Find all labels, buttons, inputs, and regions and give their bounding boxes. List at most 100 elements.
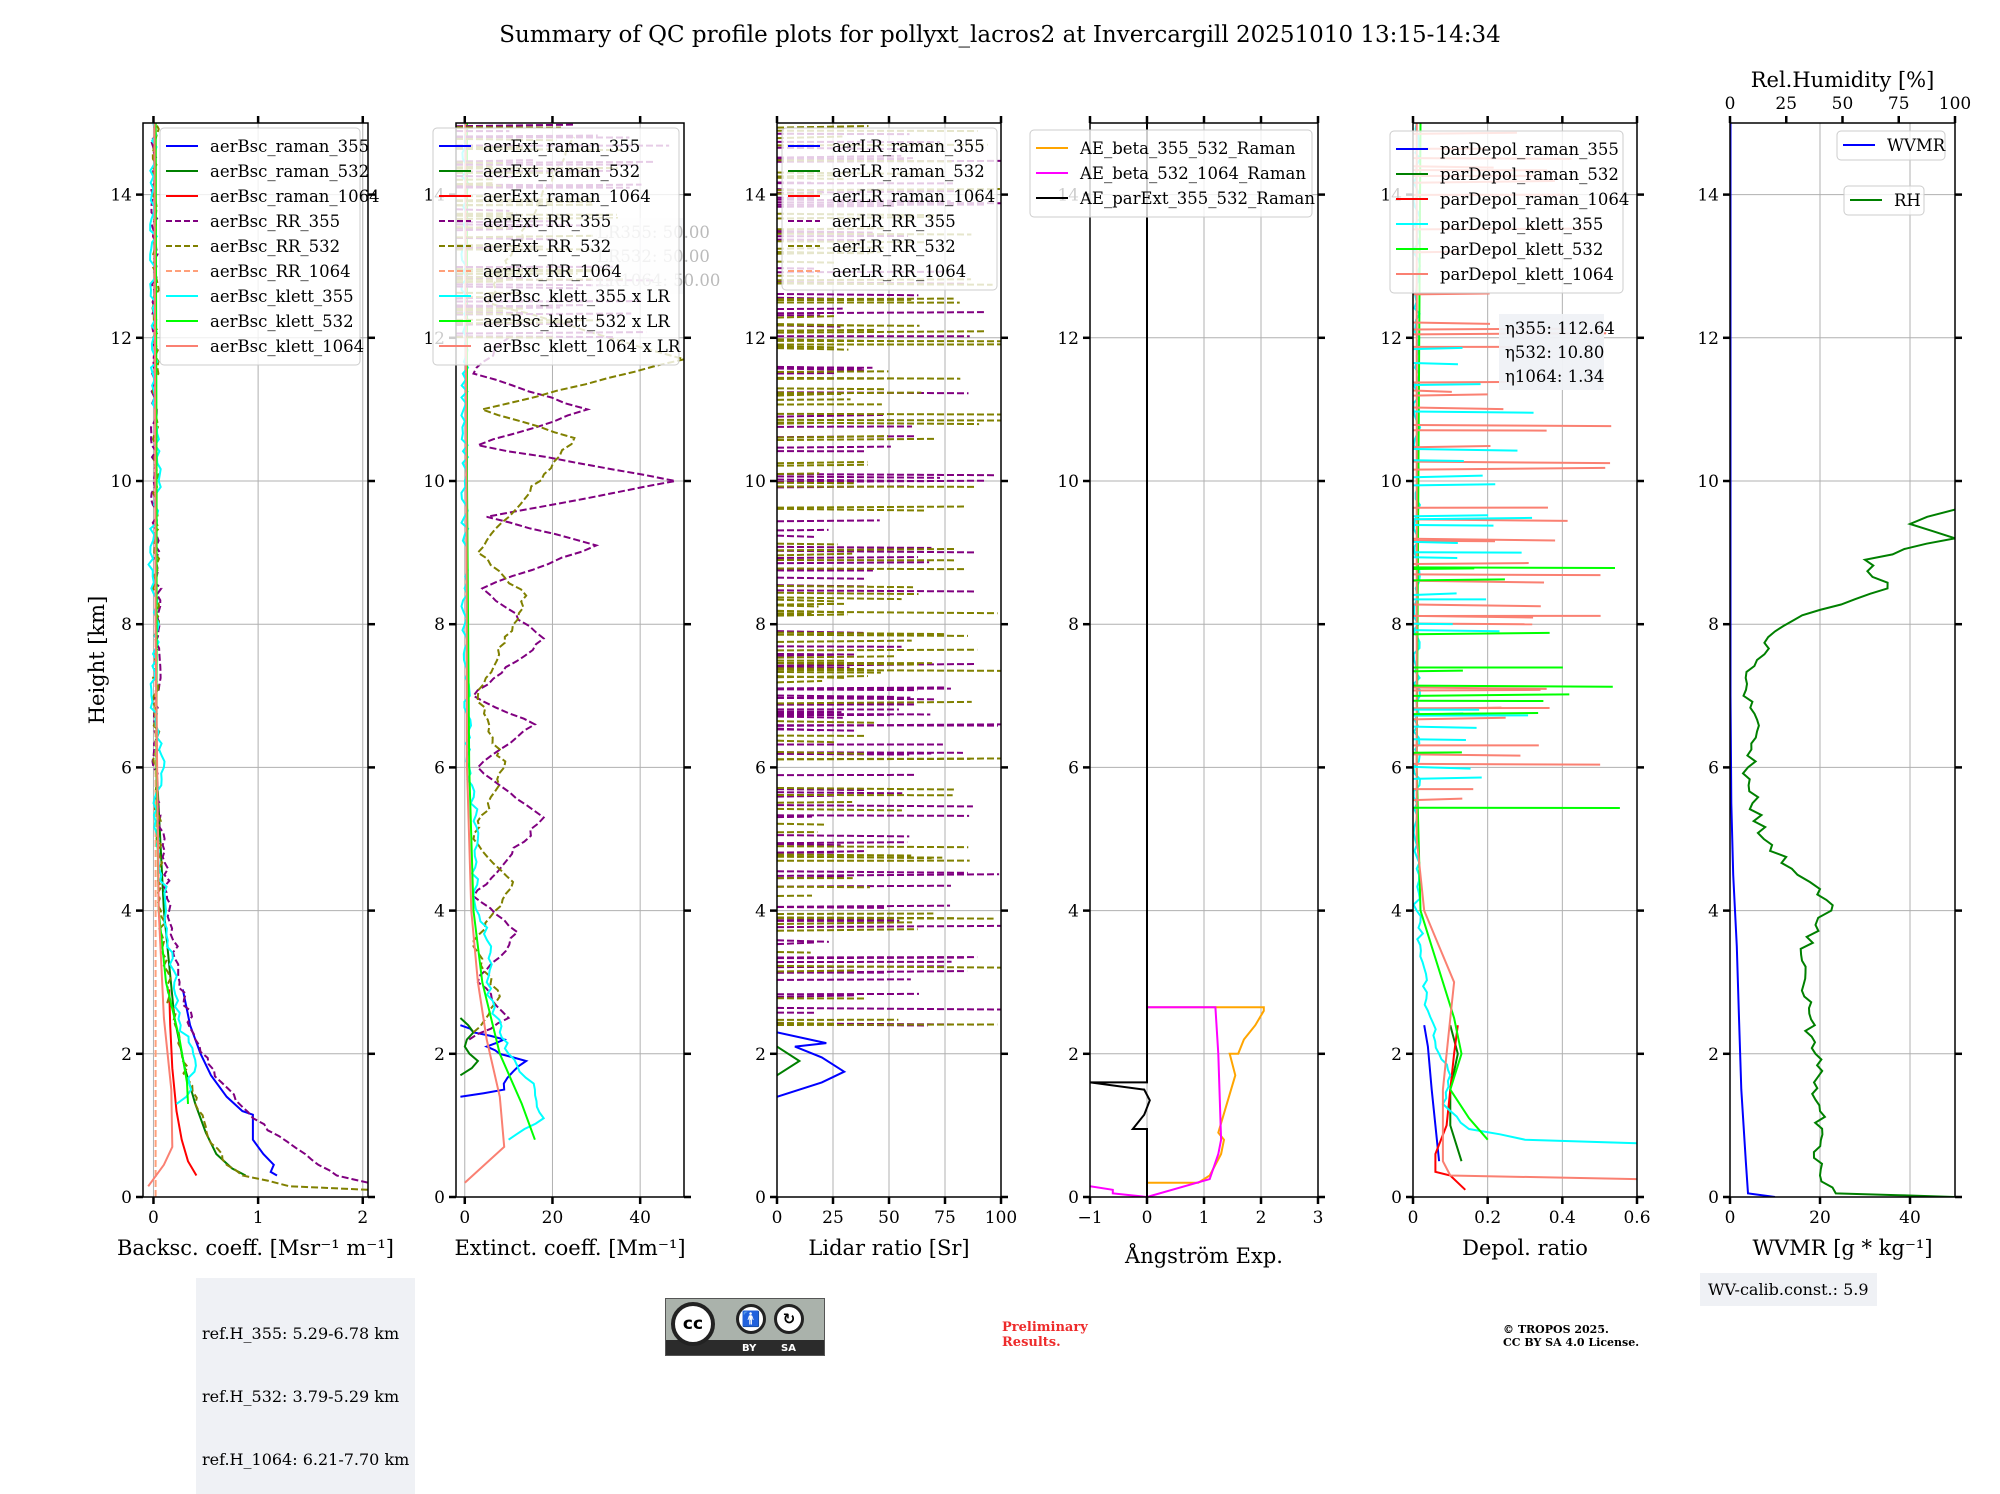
series-streak — [777, 792, 902, 793]
series-streak — [1413, 411, 1534, 412]
series-streak — [777, 439, 936, 440]
series-streak — [777, 717, 843, 718]
series-streak — [777, 855, 911, 856]
legend-entry: aerLR_RR_1064 — [832, 262, 966, 281]
top-axis-label: Rel.Humidity [%] — [1751, 68, 1935, 92]
series-streak — [1413, 446, 1490, 447]
annotation-text: η355: 112.64 — [1505, 319, 1615, 338]
y-tick-label: 14 — [1697, 186, 1719, 206]
attribution-icon: 🚹 — [736, 1304, 766, 1334]
x-axis-label: Ångström Exp. — [1124, 1243, 1283, 1268]
legend-entry: aerBsc_raman_355 — [210, 137, 369, 156]
series-streak — [777, 415, 883, 417]
series-line-aerLR_raman_532 — [777, 1047, 799, 1076]
series-streak — [777, 420, 1010, 421]
legend-RH: RH — [1844, 186, 1924, 215]
y-tick-label: 12 — [1057, 329, 1079, 349]
x-tick-label: 0 — [772, 1208, 783, 1228]
series-streak — [1413, 390, 1452, 391]
x-tick-label: 40 — [629, 1208, 651, 1228]
top-tick-label: 75 — [1888, 94, 1910, 114]
series-streak — [777, 871, 968, 873]
legend: parDepol_raman_355parDepol_raman_532parD… — [1390, 131, 1629, 293]
series-streak — [777, 844, 841, 845]
y-tick-label: 6 — [121, 758, 132, 778]
series-streak — [1413, 363, 1458, 364]
x-tick-label: 2 — [357, 1208, 368, 1228]
y-axis-label: Height [km] — [85, 596, 109, 725]
legend-entry: aerExt_raman_1064 — [483, 187, 651, 206]
series-line-AE_beta_355_532_Raman — [1147, 1007, 1264, 1182]
series-streak — [1413, 574, 1600, 575]
series-streak — [777, 473, 819, 474]
series-streak — [777, 664, 976, 666]
legend-entry: aerExt_RR_355 — [483, 212, 611, 231]
legend-entry: aerBsc_raman_532 — [210, 162, 369, 181]
legend-entry: aerLR_raman_1064 — [832, 187, 995, 206]
series-streak — [1413, 294, 1490, 295]
legend-entry: aerBsc_klett_355 x LR — [483, 287, 670, 306]
y-tick-label: 6 — [1068, 758, 1079, 778]
y-tick-label: 0 — [434, 1188, 445, 1208]
y-tick-label: 6 — [1708, 758, 1719, 778]
series-streak — [777, 549, 955, 550]
series-streak — [777, 520, 880, 521]
legend-entry: aerExt_RR_1064 — [483, 262, 622, 281]
x-axis-label: Depol. ratio — [1462, 1236, 1588, 1260]
legend-entry: RH — [1894, 191, 1921, 210]
series-streak — [1413, 525, 1493, 526]
x-tick-label: −1 — [1077, 1208, 1102, 1228]
x-tick-label: 20 — [542, 1208, 564, 1228]
x-tick-label: 50 — [878, 1208, 900, 1228]
series-streak — [777, 942, 815, 944]
y-tick-label: 6 — [1391, 758, 1402, 778]
x-tick-label: 0 — [1408, 1208, 1419, 1228]
series-streak — [456, 125, 576, 127]
series-streak — [1413, 633, 1550, 634]
series-line-AE_parExt_355_532_Raman — [1090, 123, 1150, 1197]
y-tick-label: 4 — [1391, 902, 1402, 922]
series-streak — [1413, 542, 1458, 543]
series-line-aerBsc_raman_355 — [183, 989, 277, 1175]
series-streak — [1413, 727, 1477, 728]
y-tick-label: 12 — [110, 329, 132, 349]
series-streak — [777, 447, 891, 448]
y-tick-label: 2 — [121, 1045, 132, 1065]
x-tick-label: 0 — [1725, 1208, 1736, 1228]
y-tick-label: 6 — [434, 758, 445, 778]
panel-angstrom: −1012302468101214Ångström Exp.AE_beta_35… — [1030, 116, 1325, 1268]
preliminary-note: Preliminary Results. — [1002, 1320, 1088, 1350]
series-streak — [777, 1024, 997, 1025]
series-streak — [1413, 799, 1462, 801]
series-streak — [777, 712, 841, 713]
series-streak — [777, 796, 835, 797]
y-tick-label: 0 — [1391, 1188, 1402, 1208]
series-streak — [777, 586, 913, 587]
legend-entry: WVMR — [1887, 136, 1946, 155]
series-line-WVMR — [1731, 123, 1776, 1197]
series-streak — [1413, 449, 1517, 451]
series-streak — [777, 465, 868, 466]
series-line-aerExt_RR_355 — [469, 338, 675, 1040]
x-tick-label: 25 — [822, 1208, 844, 1228]
y-tick-label: 4 — [1068, 902, 1079, 922]
series-streak — [1413, 384, 1481, 385]
x-axis-label: Backsc. coeff. [Msr⁻¹ m⁻¹] — [117, 1236, 394, 1260]
series-streak — [777, 672, 881, 673]
top-tick-label: 0 — [1725, 94, 1736, 114]
series-streak — [1413, 713, 1538, 714]
y-tick-label: 6 — [755, 758, 766, 778]
legend-entry: aerBsc_RR_532 — [210, 237, 340, 256]
series-streak — [777, 979, 911, 980]
series-streak — [777, 668, 864, 669]
y-tick-label: 4 — [755, 902, 766, 922]
legend-entry: parDepol_klett_532 — [1440, 240, 1603, 259]
series-streak — [777, 604, 845, 605]
series-streak — [777, 687, 944, 688]
y-tick-label: 8 — [1391, 615, 1402, 635]
series-streak — [777, 824, 824, 825]
